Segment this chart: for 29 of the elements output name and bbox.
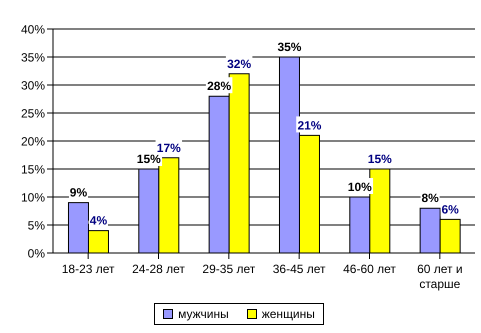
y-tick-label: 30% — [20, 78, 46, 92]
x-tick-label: 36-45 лет — [272, 262, 326, 276]
x-tick-label: 29-35 лет — [202, 262, 256, 276]
y-tick-label: 35% — [20, 50, 46, 64]
y-tick-label: 0% — [28, 246, 46, 260]
y-tick-label: 15% — [20, 162, 46, 176]
data-label: 32% — [227, 56, 252, 71]
data-label: 6% — [441, 202, 460, 216]
data-label: 35% — [277, 40, 302, 54]
data-label: 21% — [297, 118, 322, 132]
data-label: 28% — [207, 79, 232, 94]
data-label: 9% — [70, 186, 88, 200]
y-tick-label: 20% — [20, 134, 46, 148]
data-label: 8% — [421, 191, 440, 206]
legend-label: женщины — [262, 307, 315, 321]
x-tick-label: 60 лет и старше — [417, 262, 463, 291]
y-tick-label: 10% — [20, 190, 46, 204]
y-tick-label: 25% — [20, 106, 46, 120]
x-tick-label: 18-23 лет — [62, 262, 116, 276]
data-label: 10% — [348, 180, 372, 194]
data-label: 15% — [368, 152, 392, 166]
x-tick-label: 24-28 лет — [132, 262, 186, 276]
y-tick-label: 5% — [28, 218, 46, 232]
data-label: 15% — [136, 152, 162, 166]
data-label: 4% — [90, 214, 108, 228]
legend-label: мужчины — [178, 307, 229, 321]
data-label: 17% — [156, 140, 182, 155]
x-tick-label: 46-60 лет — [343, 262, 396, 276]
y-tick-label: 40% — [20, 22, 46, 36]
